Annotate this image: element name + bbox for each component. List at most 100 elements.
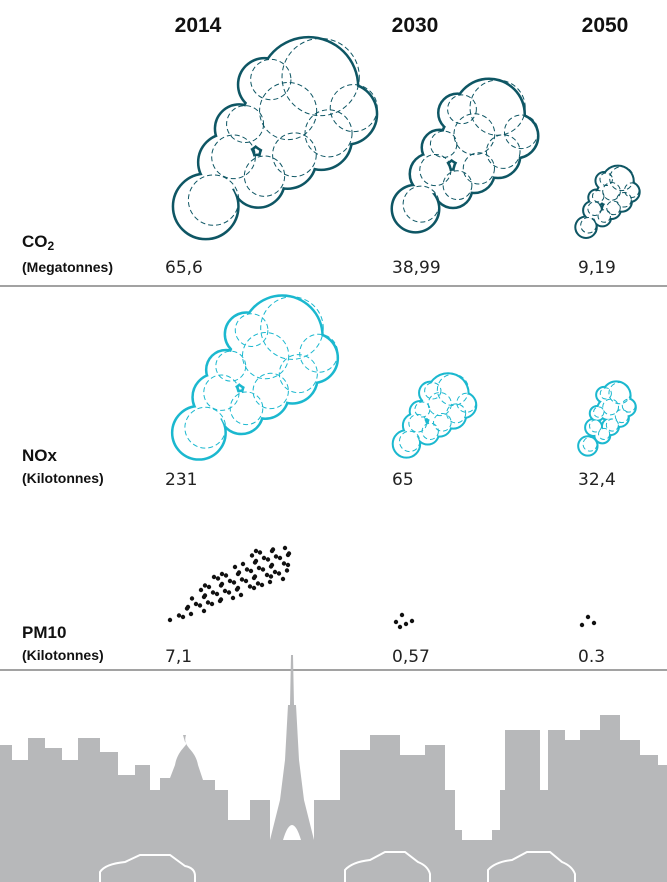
particle — [244, 567, 250, 572]
cloud-dash — [419, 153, 452, 187]
cloud-dash — [580, 216, 597, 234]
particle — [230, 595, 236, 601]
value: 231 — [165, 470, 197, 490]
particle — [176, 613, 182, 618]
particle — [253, 558, 259, 564]
particles — [167, 545, 597, 630]
cloud-dash — [260, 296, 324, 360]
cloud-dash — [593, 406, 605, 418]
particle — [253, 548, 259, 554]
particle — [239, 577, 245, 582]
cloud-dash — [453, 113, 496, 156]
cloud-dash — [605, 418, 619, 432]
particle — [255, 581, 261, 586]
particle — [247, 584, 253, 589]
cloud — [577, 380, 637, 457]
particle — [270, 547, 276, 552]
cloud-dash — [442, 170, 473, 201]
particle — [272, 569, 278, 575]
particle — [282, 545, 288, 551]
particle — [257, 550, 263, 555]
cloud-dash — [446, 403, 467, 424]
particle — [280, 576, 286, 582]
particle — [226, 590, 232, 595]
particle — [261, 555, 267, 561]
cloud-fill — [579, 437, 597, 455]
cloud-fill — [576, 217, 596, 237]
particle — [180, 614, 186, 620]
particle — [393, 619, 399, 625]
cloud-dash — [599, 172, 613, 186]
cloud — [170, 294, 340, 461]
cloud-dash — [599, 387, 612, 400]
cloud-dash — [215, 350, 247, 382]
cloud-dash — [402, 185, 440, 223]
particle — [409, 618, 415, 624]
particle — [264, 572, 270, 578]
particle — [403, 621, 409, 627]
cloud-dash — [398, 430, 421, 453]
particle — [211, 574, 217, 580]
particle — [188, 611, 194, 617]
value: 65 — [392, 470, 414, 490]
cloud-dash — [597, 209, 611, 223]
particle — [273, 554, 279, 559]
particle — [585, 614, 591, 620]
value: 9,19 — [578, 258, 616, 278]
cloud-fill — [226, 313, 267, 355]
cloud-dash — [329, 84, 378, 133]
cloud-fill — [173, 407, 225, 459]
cloud-dash — [436, 373, 470, 406]
cars — [99, 851, 576, 882]
cloud-dash — [187, 174, 240, 226]
cloud-dash — [184, 406, 227, 449]
cloud-dash — [243, 155, 286, 197]
particle — [210, 590, 216, 595]
particle — [223, 573, 229, 578]
cloud-dash — [281, 37, 360, 117]
clouds — [170, 35, 641, 461]
particle — [286, 551, 292, 556]
particle — [219, 571, 225, 577]
particle — [232, 564, 238, 570]
particle — [591, 620, 597, 626]
row-label: PM10 — [22, 623, 66, 642]
cloud-dash — [592, 189, 605, 203]
cloud-dash — [469, 79, 526, 136]
cloud-fill — [602, 382, 630, 410]
particle — [167, 617, 173, 623]
cloud-dash — [582, 436, 598, 452]
particle — [219, 581, 225, 587]
skyline-gaps — [283, 800, 492, 840]
cloud-dash — [424, 382, 442, 400]
cloud-dash — [278, 354, 318, 394]
cloud-dash — [433, 413, 452, 432]
particle — [202, 583, 208, 588]
row-unit: (Kilotonnes) — [22, 647, 104, 663]
particle — [249, 553, 255, 558]
cloud-dash — [203, 374, 240, 411]
cloud-dash — [614, 409, 629, 424]
particle — [206, 584, 212, 590]
cloud-dash — [252, 372, 289, 410]
particle — [276, 571, 282, 576]
cloud-dash — [427, 392, 452, 417]
particle — [267, 579, 273, 585]
value: 0.3 — [578, 647, 605, 667]
cloud-dash — [616, 192, 632, 208]
year: 2014 — [175, 14, 222, 37]
cloud-dash — [234, 313, 269, 347]
particle — [222, 588, 228, 594]
cloud-dash — [606, 200, 621, 216]
cloud-dash — [211, 134, 256, 180]
cloud — [171, 35, 379, 241]
cloud-fill — [243, 296, 322, 375]
label-sub: 2 — [48, 239, 55, 253]
particle — [205, 600, 211, 605]
particle — [240, 561, 246, 567]
value: 38,99 — [392, 258, 441, 278]
particle — [397, 624, 403, 630]
row-unit: (Kilotonnes) — [22, 470, 104, 486]
particle — [185, 604, 191, 610]
